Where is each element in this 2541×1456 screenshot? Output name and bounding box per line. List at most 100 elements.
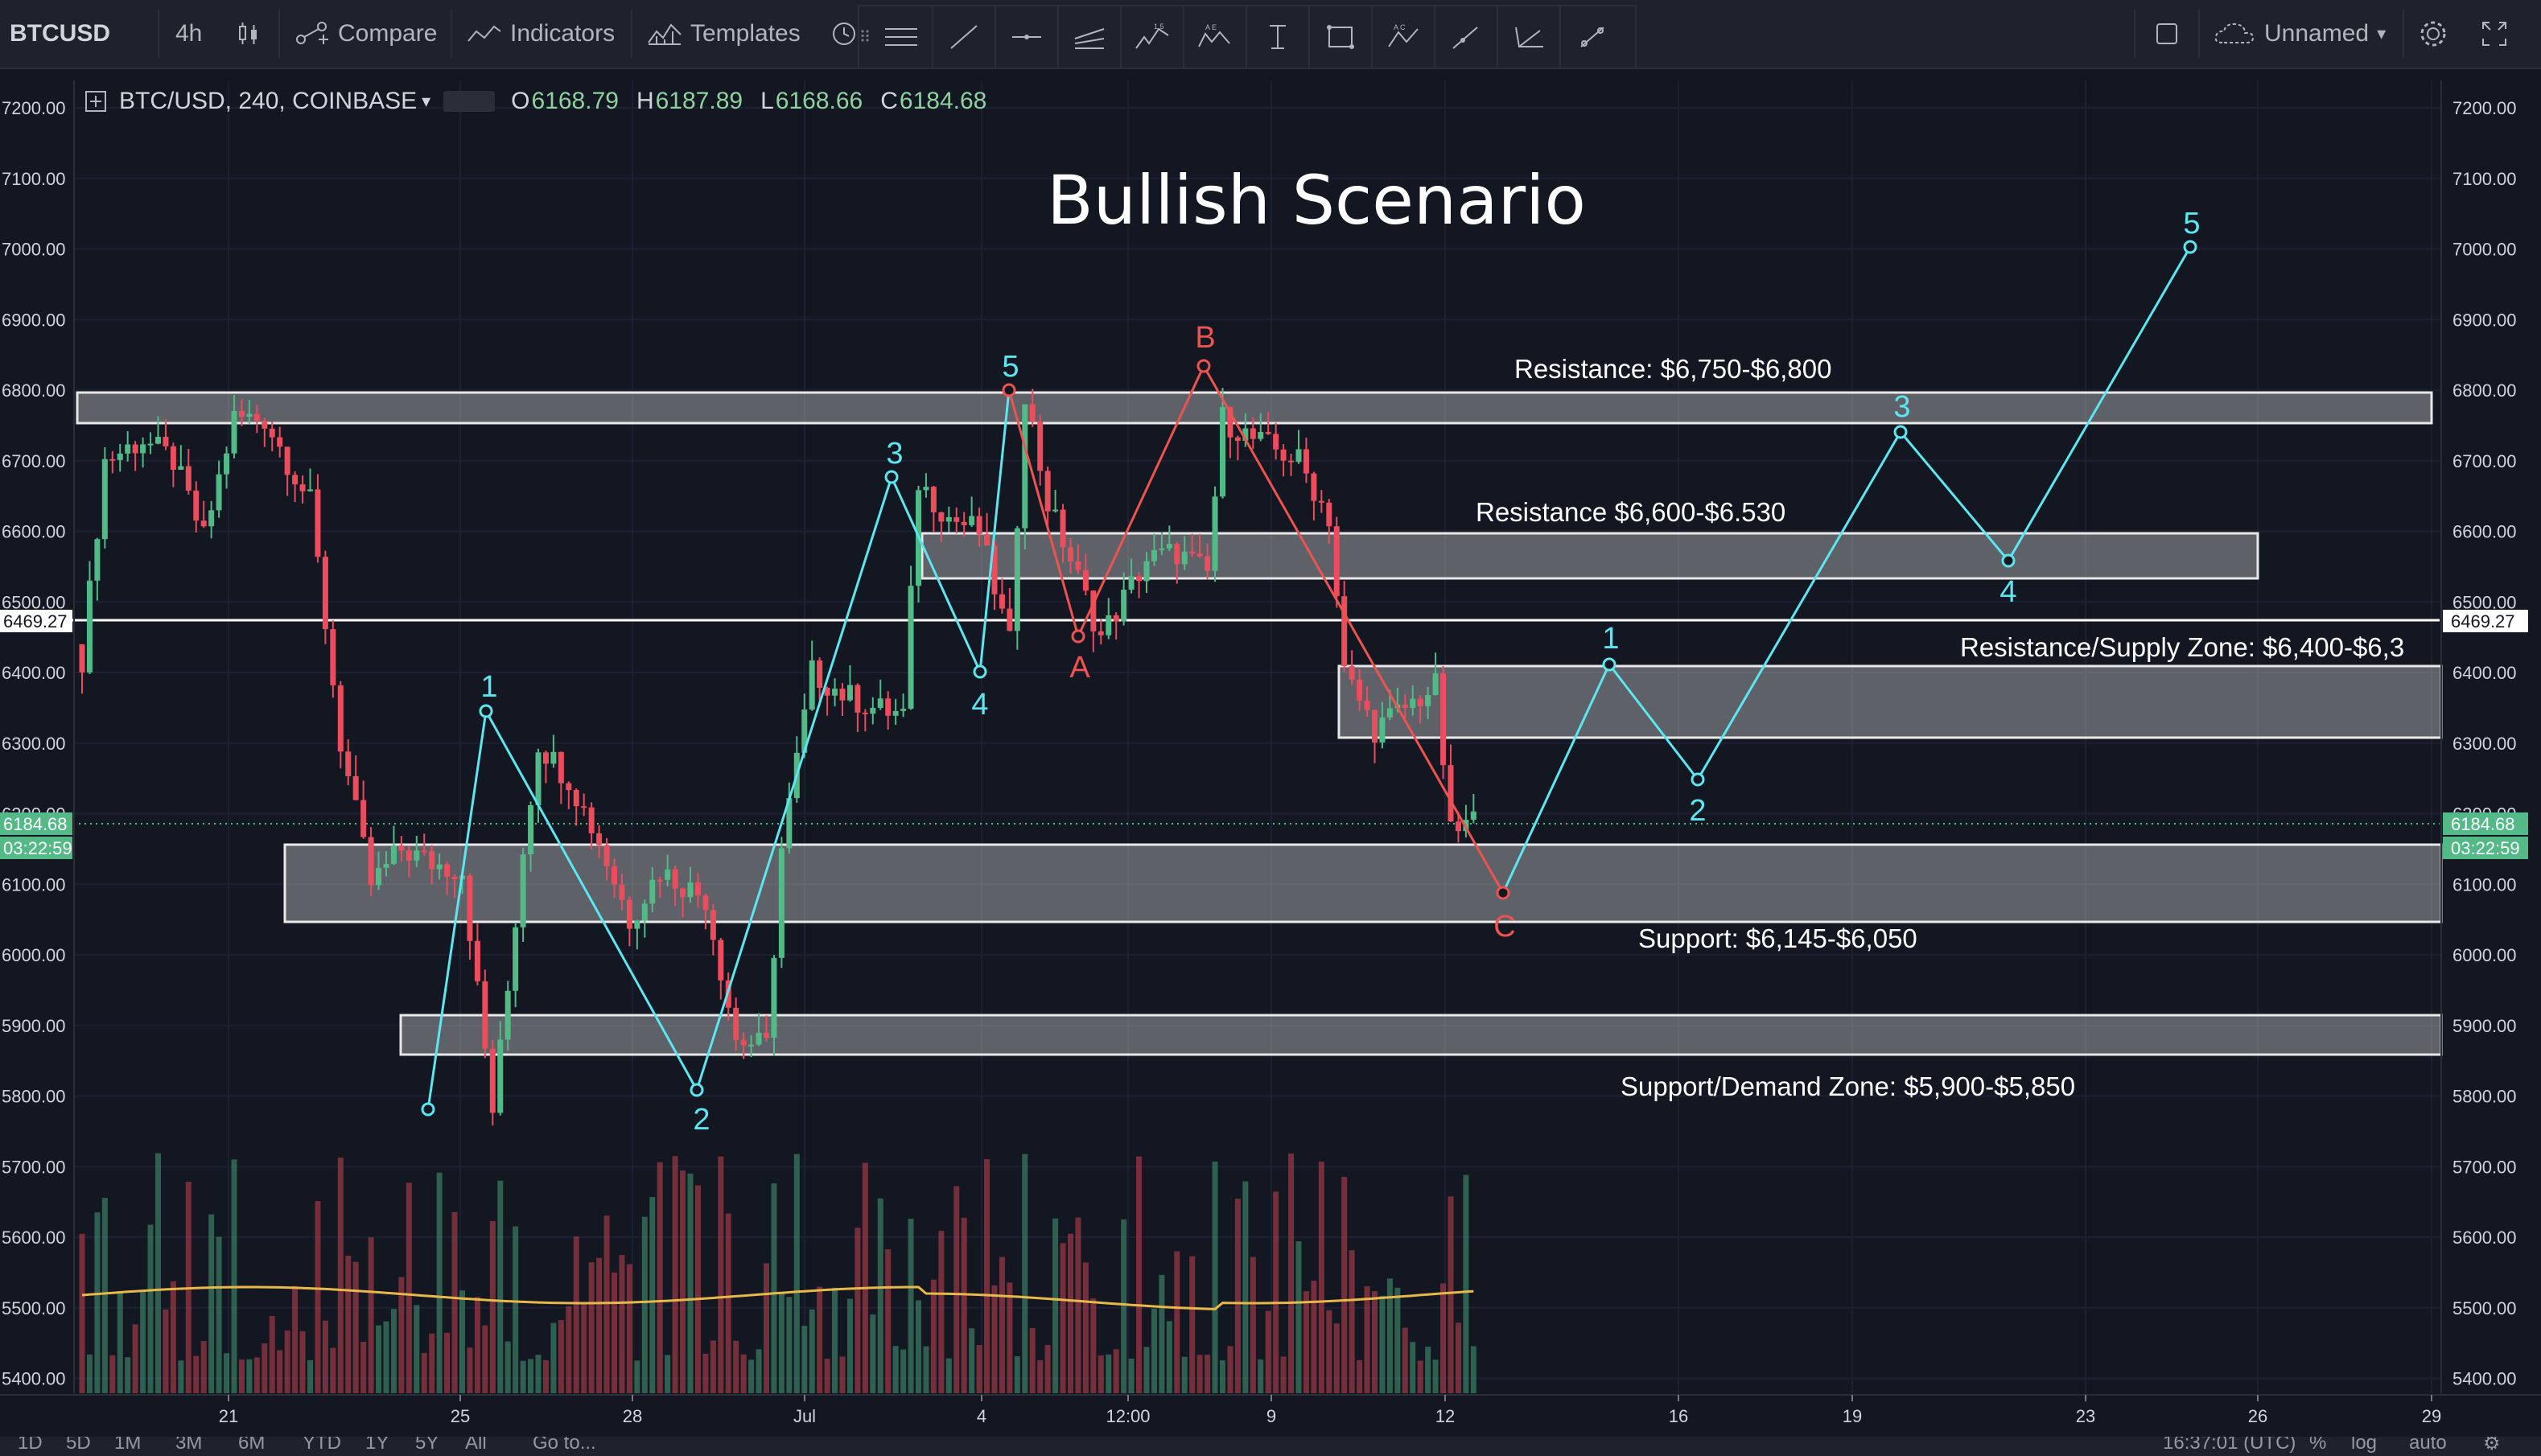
- elliott-impulse-tool[interactable]: 1 5: [1122, 6, 1184, 68]
- range-5y[interactable]: 5Y: [415, 1437, 439, 1454]
- candle-body: [86, 580, 93, 672]
- horizontal-line-tool[interactable]: [996, 6, 1059, 68]
- fullscreen-toggle-button[interactable]: [2153, 0, 2181, 68]
- volume-bar: [200, 1341, 207, 1393]
- candle-body: [542, 752, 549, 764]
- wave-count-line-projected[interactable]: [1501, 246, 2192, 894]
- range-1m[interactable]: 1M: [114, 1437, 142, 1454]
- high-value: 6187.89: [655, 88, 743, 114]
- alert-button[interactable]: [830, 0, 858, 68]
- price-tick-label: 6300.00: [2452, 734, 2517, 754]
- price-tick-label: 5600.00: [2452, 1228, 2517, 1248]
- volume-bar: [870, 1314, 876, 1393]
- candle-body: [1448, 765, 1454, 822]
- candle-body: [969, 516, 975, 525]
- low-value: 6168.66: [775, 88, 863, 114]
- volume-bar: [1082, 1262, 1089, 1393]
- price-tick-label: 5700.00: [2452, 1157, 2517, 1177]
- wave-count-line-past[interactable]: [426, 389, 1011, 1110]
- candle-body: [185, 466, 192, 491]
- indicators-button[interactable]: Indicators: [467, 0, 615, 68]
- volume-bar: [1234, 1199, 1241, 1393]
- log-toggle[interactable]: log: [2351, 1437, 2378, 1454]
- volume-bar: [170, 1281, 176, 1393]
- interval-selector[interactable]: 4h: [175, 0, 202, 68]
- volume-bar: [900, 1349, 907, 1393]
- candle-body: [117, 453, 123, 460]
- volume-bar: [1022, 1154, 1028, 1393]
- range-ytd[interactable]: YTD: [303, 1437, 341, 1454]
- candle-body: [900, 709, 907, 711]
- range-3m[interactable]: 3M: [175, 1437, 203, 1454]
- candle-body: [101, 459, 108, 540]
- fullscreen-button[interactable]: [2480, 0, 2509, 68]
- horizontal-lines-tool[interactable]: [871, 6, 933, 68]
- auto-toggle[interactable]: auto: [2409, 1437, 2447, 1454]
- volume-bar: [953, 1186, 960, 1393]
- volume-bar: [984, 1158, 990, 1393]
- candle-body: [817, 660, 823, 688]
- volume-bar: [923, 1346, 929, 1393]
- range-6m[interactable]: 6M: [238, 1437, 266, 1454]
- abc-correction-line[interactable]: [1007, 363, 1505, 894]
- symbol-search[interactable]: BTCUSD: [10, 0, 110, 68]
- pitchfork-tool[interactable]: [1059, 6, 1122, 68]
- time-axis[interactable]: 21 25 28 Jul 4 12:00 9 12 16 19 23 26 29: [219, 1395, 2441, 1426]
- text-tool[interactable]: [1247, 6, 1310, 68]
- settings-icon[interactable]: ⚙: [2483, 1437, 2501, 1454]
- range-1d[interactable]: 1D: [18, 1437, 43, 1454]
- collapse-legend-icon[interactable]: [84, 89, 108, 113]
- volume-bar: [930, 1279, 937, 1393]
- volume-bar: [262, 1343, 268, 1393]
- elliott-triangle-tool[interactable]: A E: [1184, 6, 1247, 68]
- candle-body: [877, 698, 883, 708]
- candle-body: [839, 689, 846, 701]
- forecast-tool[interactable]: [1435, 6, 1498, 68]
- volume-bar: [1128, 1358, 1135, 1393]
- chevron-down-icon[interactable]: ▾: [422, 91, 431, 111]
- layout-name-button[interactable]: Unnamed ▾: [2213, 0, 2386, 68]
- volume-bar: [634, 1360, 640, 1393]
- candle-body: [1044, 471, 1051, 512]
- trend-line-icon: [950, 25, 978, 49]
- settings-button[interactable]: [2417, 0, 2449, 68]
- candle-body: [94, 539, 101, 581]
- high-key: H: [636, 88, 654, 114]
- wave-label-2: 2: [693, 1103, 710, 1137]
- gann-tool[interactable]: [1498, 6, 1561, 68]
- candle-body: [1280, 449, 1287, 461]
- goto-button[interactable]: Go to...: [533, 1437, 596, 1454]
- candle-body: [1372, 709, 1378, 742]
- candle-body: [1432, 672, 1439, 696]
- volume-bar: [360, 1342, 367, 1393]
- volume-bar: [216, 1236, 222, 1393]
- volume-bar: [125, 1357, 131, 1393]
- rectangle-tool[interactable]: [1310, 6, 1373, 68]
- candle-body: [1082, 570, 1089, 591]
- candle-body: [1234, 437, 1241, 441]
- candle-body: [930, 487, 937, 512]
- angle-icon: [1515, 27, 1543, 47]
- candle-body: [687, 882, 694, 898]
- candle-body: [809, 660, 815, 710]
- templates-button[interactable]: Templates: [647, 0, 801, 68]
- range-all[interactable]: All: [465, 1437, 487, 1454]
- time-tick-label: 26: [2248, 1406, 2267, 1426]
- candle-body: [1212, 496, 1218, 571]
- abc-pattern-tool[interactable]: A C: [1373, 6, 1435, 68]
- utc-clock[interactable]: 16:37:01 (UTC): [2163, 1437, 2296, 1454]
- series-settings-icon[interactable]: [443, 91, 496, 112]
- range-5d[interactable]: 5D: [66, 1437, 91, 1454]
- hline-price-marker-left: [0, 610, 72, 632]
- percent-toggle[interactable]: %: [2309, 1437, 2327, 1454]
- trend-line-tool[interactable]: [933, 6, 996, 68]
- series-title[interactable]: BTC/USD, 240, COINBASE: [119, 88, 418, 114]
- right-price-axis[interactable]: 7200.00 7100.00 7000.00 6900.00 6800.00 6700.…: [2452, 98, 2517, 1389]
- volume-bar: [398, 1277, 405, 1393]
- drag-handle-icon[interactable]: ⠿: [859, 28, 871, 47]
- chart-style-button[interactable]: [235, 0, 262, 68]
- compare-button[interactable]: Compare: [294, 0, 437, 68]
- range-1y[interactable]: 1Y: [365, 1437, 389, 1454]
- brush-tool[interactable]: [1561, 6, 1624, 68]
